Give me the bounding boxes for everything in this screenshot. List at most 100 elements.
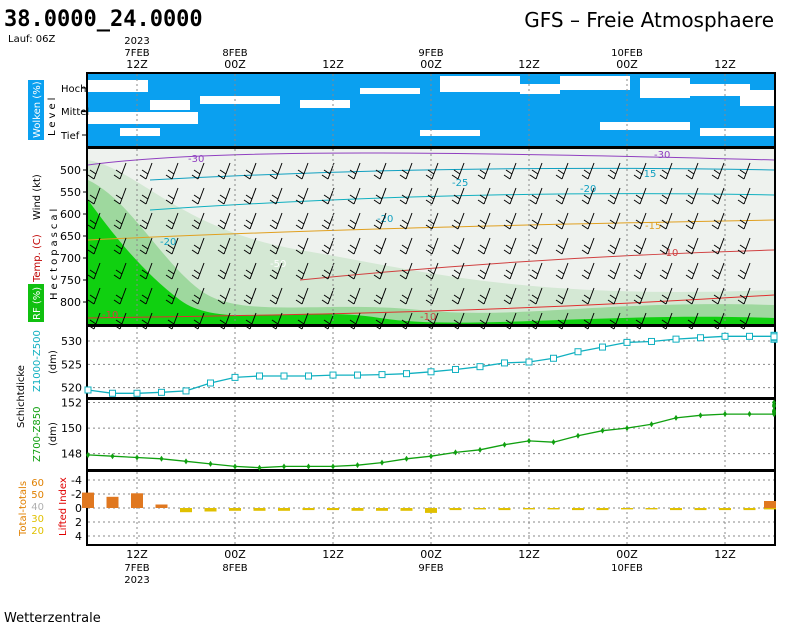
wind-barb [139, 187, 153, 205]
wind-barb [399, 237, 413, 255]
wind-barb-feather [427, 169, 435, 175]
wind-barb-staff [535, 262, 543, 280]
thickness500-point [231, 373, 239, 381]
thickness850-point [184, 458, 188, 465]
wind-barb [295, 312, 309, 330]
wind-barb-feather [477, 299, 485, 305]
wind-barb-feather [245, 319, 253, 325]
cloud-gap [200, 96, 280, 104]
wind-barb-staff [431, 212, 439, 230]
time-tick-bottom-hour: 12Z [518, 548, 540, 561]
wind-barb-staff [353, 287, 361, 305]
wind-barb-staff [405, 162, 413, 180]
wind-barb-staff [249, 262, 257, 280]
temp-ylabel: Temp. (C) [32, 234, 43, 283]
wind-barb [139, 262, 153, 280]
wind-barb-staff [483, 187, 491, 205]
wind-barb [737, 287, 751, 305]
wind-barb-feather [191, 249, 199, 255]
time-tick-top-date: 9FEB [418, 48, 443, 59]
cloud-level-label: Hoch [61, 84, 86, 95]
thickness850-point [502, 441, 507, 448]
wind-barb-feather [635, 219, 643, 225]
wind-barb-staff [743, 287, 751, 305]
wind-barb-feather [87, 249, 95, 255]
pressure-tick-label: 800 [60, 296, 81, 309]
cloud-gap [300, 100, 350, 108]
wind-barb-staff [93, 212, 101, 230]
wind-barb-feather [659, 174, 667, 180]
wind-barb-staff [483, 262, 491, 280]
wind-barb-staff [353, 187, 361, 205]
wind-barb [373, 287, 387, 305]
wind-barb-staff [639, 287, 647, 305]
wind-barb-feather [529, 249, 537, 255]
wind-barb-feather [713, 244, 721, 250]
wind-barb-staff [587, 287, 595, 305]
wind-barb-staff [717, 287, 725, 305]
wind-barb-feather [245, 219, 253, 225]
wind-barb [659, 262, 673, 280]
wind-barb [217, 312, 231, 330]
thickness850-point [159, 455, 164, 462]
wind-barb-feather [373, 249, 381, 255]
wind-barb-feather [505, 219, 513, 225]
wind-barb-feather [115, 244, 123, 250]
time-tick-top-date: 8FEB [222, 48, 247, 59]
lifted-index-bar [376, 508, 388, 511]
wind-barb-feather [347, 199, 355, 205]
wind-barb-feather [737, 199, 745, 205]
wind-barb-feather [531, 244, 539, 250]
wind-barb-staff [431, 187, 439, 205]
wind-barb-feather [503, 249, 511, 255]
wind-barb-staff [587, 262, 595, 280]
wind-barb-feather [659, 324, 667, 330]
wind-barb [373, 312, 387, 330]
wind-barb-feather [685, 224, 693, 230]
thickness500-point [452, 365, 459, 373]
wind-barb-feather [451, 174, 459, 180]
wind-barb-feather [89, 319, 97, 325]
wind-barb-feather [87, 274, 95, 280]
wind-barb-feather [659, 224, 667, 230]
wind-barb [477, 262, 491, 280]
wind-barb-feather [193, 194, 201, 200]
thickness500-point [305, 372, 312, 380]
wind-barb-feather [139, 174, 147, 180]
wind-barb-staff [613, 212, 621, 230]
wind-barb [347, 287, 361, 305]
wind-barb-staff [353, 212, 361, 230]
isotherm-label: -20 [160, 237, 176, 248]
lifted-index-bar [719, 508, 731, 511]
wind-barb [191, 162, 205, 180]
wind-barb-feather [113, 274, 121, 280]
lifted-index-bar [155, 504, 168, 508]
wind-barb-feather [453, 194, 461, 200]
wind-barb-feather [321, 299, 329, 305]
wind-barb-staff [353, 312, 361, 330]
total-totals-tick-label: 30 [31, 514, 44, 525]
wind-barb-feather [453, 294, 461, 300]
lifted-index-tick-label: 2 [75, 516, 82, 529]
wind-barb-staff [301, 162, 309, 180]
thickness500-point [550, 354, 557, 362]
lifted-index-bar [253, 508, 266, 511]
wind-barb-staff [717, 312, 725, 330]
wind-barb-feather [373, 324, 381, 330]
isotherm-line [149, 193, 775, 211]
wind-barb-staff [145, 212, 153, 230]
wind-barb-feather [713, 294, 721, 300]
time-tick-bottom-date: 8FEB [222, 563, 247, 574]
wind-barb-feather [505, 194, 513, 200]
wind-barb-feather [583, 244, 591, 250]
wind-barb [347, 162, 361, 180]
wind-barb [165, 237, 179, 255]
wind-barb-staff [249, 187, 257, 205]
wind-barb [269, 312, 283, 330]
wind-barb [607, 287, 621, 305]
wind-barb-feather [529, 324, 537, 330]
wind-barb-feather [583, 319, 591, 325]
wind-barb-staff [379, 287, 387, 305]
clouds-side-label: Level [47, 95, 58, 136]
